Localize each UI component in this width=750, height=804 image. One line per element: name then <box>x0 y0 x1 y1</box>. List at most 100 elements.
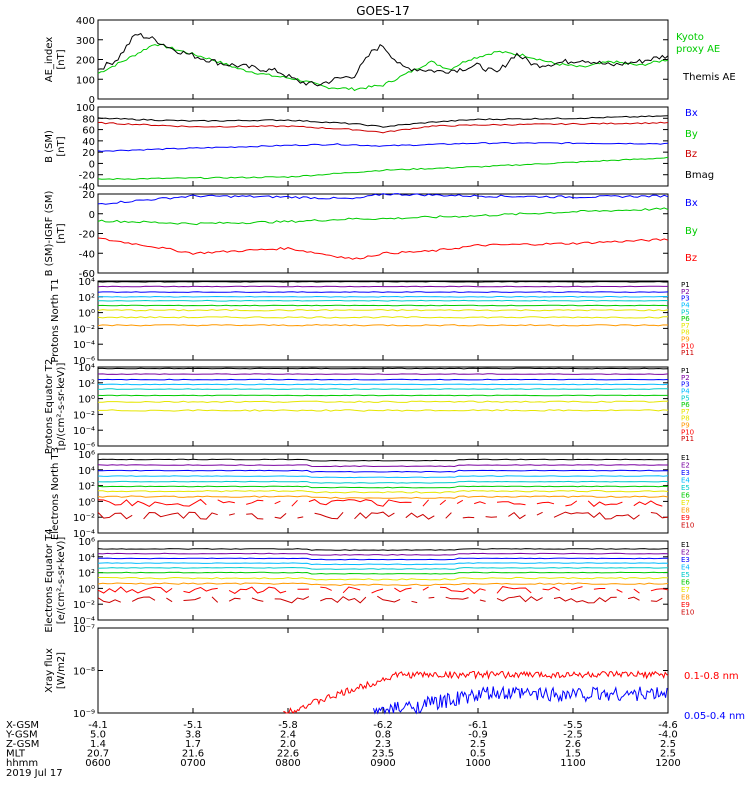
y-tick-label: 80 <box>82 114 95 125</box>
flux-channel-e10 <box>406 513 435 519</box>
flux-channel-e10 <box>486 517 497 518</box>
flux-channel-e10 <box>446 597 469 599</box>
flux-channel-e10 <box>275 597 309 603</box>
y-tick-label: 10² <box>78 379 95 390</box>
y-axis-unit-7: [W/m2] <box>56 652 67 689</box>
flux-channel-e9 <box>634 589 640 593</box>
flux-channel-e10 <box>651 513 668 518</box>
flux-channel-e6 <box>98 486 668 488</box>
y-tick-label: 10² <box>78 293 95 304</box>
flux-channel-e10 <box>554 512 640 519</box>
xaxis-value: 0700 <box>180 758 205 769</box>
y-axis-label-4: Protons Equator T2 <box>44 359 55 455</box>
y-tick-label: 10⁰ <box>78 584 95 595</box>
flux-channel-e10 <box>412 601 418 602</box>
flux-channel-e9 <box>423 587 429 590</box>
flux-channel-e9 <box>246 500 263 504</box>
xaxis-value: 0600 <box>85 758 110 769</box>
flux-channel-e10 <box>275 513 286 518</box>
flux-channel-e10 <box>628 597 639 600</box>
y-axis-unit-6: [e/(cm²-s-sr-keV)] <box>56 537 67 625</box>
flux-channel-e9 <box>571 587 582 590</box>
y-tick-label: 10⁰ <box>78 309 95 320</box>
y-tick-label: 10⁴ <box>78 466 95 477</box>
y-tick-label: 0 <box>89 210 95 221</box>
flux-channel-p3 <box>98 379 668 380</box>
flux-channel-e10 <box>320 597 366 603</box>
flux-channel-e9 <box>309 500 412 507</box>
flux-channel-e9 <box>440 587 486 593</box>
y-tick-label: 10⁴ <box>78 277 95 288</box>
xaxis-value: 0800 <box>275 758 300 769</box>
flux-channel-p1 <box>98 282 668 283</box>
flux-channel-p7 <box>98 401 668 402</box>
legend-bz: Bz <box>685 149 697 160</box>
flux-channel-e10 <box>246 514 263 519</box>
y-tick-label: 10⁻² <box>73 600 95 611</box>
flux-channel-e9 <box>634 501 663 506</box>
b-series-by <box>98 157 668 179</box>
flux-channel-e7 <box>98 490 668 493</box>
y-tick-label: 10² <box>78 569 95 580</box>
panel-frame-5 <box>98 454 668 533</box>
flux-channel-e10 <box>212 597 218 603</box>
flux-channel-p6 <box>98 395 668 396</box>
y-axis-label-0: AE_index <box>44 37 55 83</box>
panel-frame-2 <box>98 194 668 273</box>
flux-channel-e9 <box>372 589 383 593</box>
flux-channel-e10 <box>252 598 263 601</box>
y-axis-unit-0: [nT] <box>56 49 67 69</box>
panel-frame-0 <box>98 20 668 99</box>
flux-channel-e10 <box>463 517 474 518</box>
flux-channel-e9 <box>588 501 622 506</box>
ae-series-black <box>98 34 668 86</box>
y-tick-label: 10⁰ <box>78 395 95 406</box>
flux-channel-e1 <box>98 459 668 461</box>
b-series-bmag <box>98 116 668 128</box>
flux-channel-e9 <box>320 587 331 590</box>
y-axis-unit-4: [p/(cm²-s-sr-keV)] <box>56 363 67 451</box>
xaxis-value: 1200 <box>655 758 680 769</box>
flux-channel-e10 <box>651 598 662 601</box>
y-tick-label: 10⁴ <box>78 553 95 564</box>
flux-channel-e5 <box>98 481 668 483</box>
flux-channel-p4 <box>98 384 668 385</box>
flux-channel-e10 <box>166 598 172 602</box>
y-tick-label: 100 <box>76 103 95 114</box>
legend-bx: Bx <box>685 198 698 209</box>
legend-by: By <box>685 129 698 140</box>
y-axis-label-6: Electrons Equator T4 <box>44 528 55 632</box>
y-tick-label: 400 <box>76 16 95 27</box>
y-tick-label: 10⁻⁹ <box>73 709 95 720</box>
flux-channel-e2 <box>98 465 668 467</box>
flux-channel-e1 <box>98 549 668 551</box>
flux-channel-e3 <box>98 558 668 560</box>
xaxis-value: 1000 <box>465 758 490 769</box>
flux-channel-e9 <box>218 500 235 503</box>
y-tick-label: 0 <box>89 159 95 170</box>
flux-channel-e9 <box>594 589 605 590</box>
legend-e10: E10 <box>681 609 694 617</box>
flux-channel-e5 <box>98 568 668 570</box>
legend-kyoto-ae: Kyoto <box>676 32 704 43</box>
flux-channel-e9 <box>537 502 554 504</box>
flux-channel-e10 <box>508 513 525 519</box>
flux-channel-e10 <box>355 512 395 519</box>
flux-channel-e9 <box>184 588 218 593</box>
flux-channel-e9 <box>343 587 360 593</box>
y-tick-label: 10⁻⁴ <box>73 340 95 351</box>
flux-channel-e9 <box>565 501 576 506</box>
flux-channel-e10 <box>298 517 304 518</box>
y-tick-label: 300 <box>76 36 95 47</box>
y-tick-label: 200 <box>76 56 95 67</box>
y-tick-label: 10⁻⁴ <box>73 426 95 437</box>
y-tick-label: 10⁶ <box>78 450 95 461</box>
y-axis-label-3: Protons North T1 <box>50 278 61 362</box>
flux-channel-p2 <box>98 286 668 287</box>
flux-channel-e9 <box>497 502 526 505</box>
y-tick-label: 10⁶ <box>78 537 95 548</box>
xaxis-value: 1100 <box>560 758 585 769</box>
y-tick-label: 10⁻⁸ <box>73 667 95 678</box>
y-axis-label-5: Electrons North T3 <box>50 447 61 540</box>
